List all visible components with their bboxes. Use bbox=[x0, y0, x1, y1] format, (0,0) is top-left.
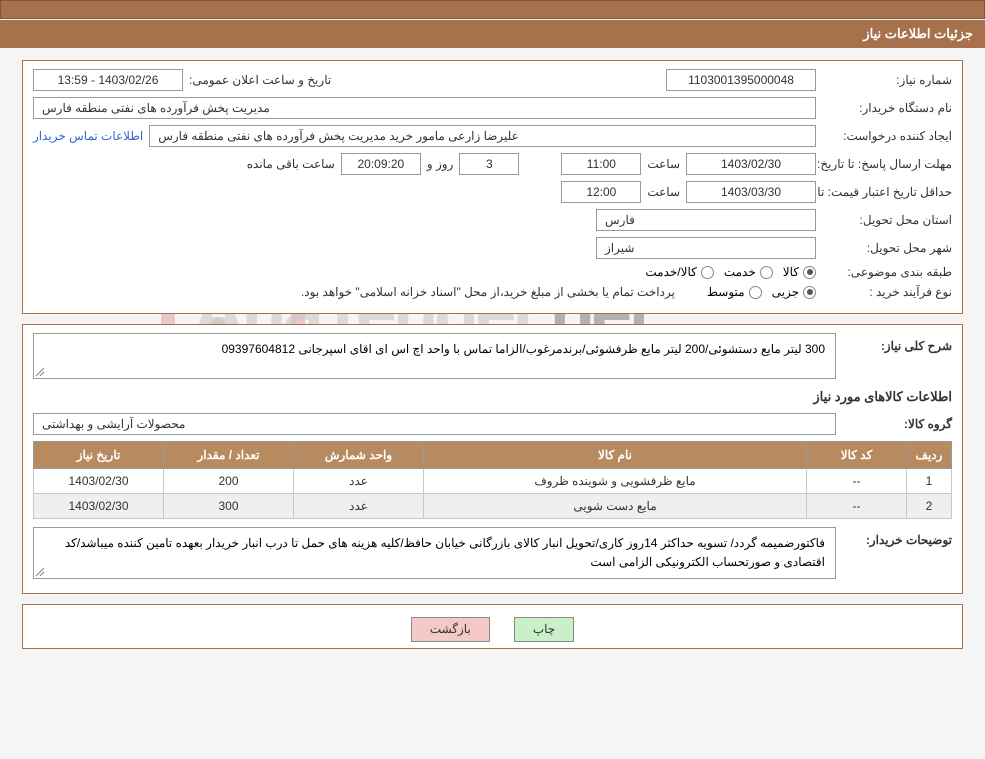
radio-goods[interactable]: کالا bbox=[783, 265, 816, 279]
cell-row: 2 bbox=[907, 494, 952, 519]
buyer-contact-link[interactable]: اطلاعات تماس خریدار bbox=[33, 129, 143, 143]
button-section: چاپ بازگشت bbox=[22, 604, 963, 649]
validity-time-value: 12:00 bbox=[561, 181, 641, 203]
col-date: تاریخ نیاز bbox=[34, 442, 164, 469]
row-category: طبقه بندی موضوعی: کالا خدمت کالا/خدمت bbox=[33, 265, 952, 279]
days-remaining-value: 3 bbox=[459, 153, 519, 175]
buyer-device-label: نام دستگاه خریدار: bbox=[822, 101, 952, 115]
payment-note: پرداخت تمام یا بخشی از مبلغ خرید،از محل … bbox=[301, 285, 675, 299]
table-header-row: ردیف کد کالا نام کالا واحد شمارش تعداد /… bbox=[34, 442, 952, 469]
cell-unit: عدد bbox=[294, 469, 424, 494]
buyer-notes-value: فاکتورضمیمه گردد/ تسویه حداکثر 14روز کار… bbox=[33, 527, 836, 579]
validity-label: حداقل تاریخ اعتبار قیمت: تا تاریخ: bbox=[822, 185, 952, 199]
process-radio-group: جزیی متوسط bbox=[707, 285, 816, 299]
radio-medium[interactable]: متوسط bbox=[707, 285, 762, 299]
col-qty: تعداد / مقدار bbox=[164, 442, 294, 469]
cell-date: 1403/02/30 bbox=[34, 469, 164, 494]
radio-goods-service[interactable]: کالا/خدمت bbox=[645, 265, 713, 279]
radio-service[interactable]: خدمت bbox=[724, 265, 773, 279]
resize-handle-icon[interactable] bbox=[36, 566, 46, 576]
table-row: 1 -- مایع ظرفشویی و شوینده ظروف عدد 200 … bbox=[34, 469, 952, 494]
deadline-time-value: 11:00 bbox=[561, 153, 641, 175]
goods-group-value: محصولات آرایشی و بهداشتی bbox=[33, 413, 836, 435]
col-code: کد کالا bbox=[807, 442, 907, 469]
city-value: شیراز bbox=[596, 237, 816, 259]
button-bar: چاپ بازگشت bbox=[29, 617, 956, 642]
radio-circle-icon bbox=[749, 286, 762, 299]
row-province: استان محل تحویل: فارس bbox=[33, 209, 952, 231]
general-desc-label: شرح کلی نیاز: bbox=[842, 333, 952, 353]
buyer-device-value: مدیریت پخش فرآورده های نفتی منطقه فارس bbox=[33, 97, 816, 119]
radio-goods-service-label: کالا/خدمت bbox=[645, 265, 696, 279]
row-deadline: مهلت ارسال پاسخ: تا تاریخ: 1403/02/30 سا… bbox=[33, 153, 952, 175]
requester-label: ایجاد کننده درخواست: bbox=[822, 129, 952, 143]
requester-value: علیرضا زارعی مامور خرید مدیریت پخش فرآور… bbox=[149, 125, 816, 147]
radio-circle-icon bbox=[803, 286, 816, 299]
col-name: نام کالا bbox=[424, 442, 807, 469]
cell-name: مایع ظرفشویی و شوینده ظروف bbox=[424, 469, 807, 494]
validity-date-value: 1403/03/30 bbox=[686, 181, 816, 203]
need-number-label: شماره نیاز: bbox=[822, 73, 952, 87]
radio-partial[interactable]: جزیی bbox=[772, 285, 816, 299]
items-table: ردیف کد کالا نام کالا واحد شمارش تعداد /… bbox=[33, 441, 952, 519]
validity-time-label: ساعت bbox=[647, 185, 680, 199]
radio-circle-icon bbox=[803, 266, 816, 279]
row-buyer-notes: توضیحات خریدار: فاکتورضمیمه گردد/ تسویه … bbox=[33, 527, 952, 579]
radio-goods-label: کالا bbox=[783, 265, 799, 279]
deadline-date-value: 1403/02/30 bbox=[686, 153, 816, 175]
cell-row: 1 bbox=[907, 469, 952, 494]
top-border-bar bbox=[0, 0, 985, 19]
row-validity: حداقل تاریخ اعتبار قیمت: تا تاریخ: 1403/… bbox=[33, 181, 952, 203]
days-and-label: روز و bbox=[427, 157, 454, 171]
col-row: ردیف bbox=[907, 442, 952, 469]
cell-name: مایع دست شویی bbox=[424, 494, 807, 519]
page-title: جزئیات اطلاعات نیاز bbox=[863, 26, 973, 41]
row-need-number: شماره نیاز: 1103001395000048 تاریخ و ساع… bbox=[33, 69, 952, 91]
radio-circle-icon bbox=[701, 266, 714, 279]
buyer-notes-label: توضیحات خریدار: bbox=[842, 527, 952, 547]
radio-partial-label: جزیی bbox=[772, 285, 799, 299]
print-button[interactable]: چاپ bbox=[514, 617, 574, 642]
radio-circle-icon bbox=[760, 266, 773, 279]
process-label: نوع فرآیند خرید : bbox=[822, 285, 952, 299]
table-row: 2 -- مایع دست شویی عدد 300 1403/02/30 bbox=[34, 494, 952, 519]
details-section: شماره نیاز: 1103001395000048 تاریخ و ساع… bbox=[22, 60, 963, 314]
row-goods-group: گروه کالا: محصولات آرایشی و بهداشتی bbox=[33, 413, 952, 435]
general-desc-value: 300 لیتر مایع دستشوئی/200 لیتر مایع ظرفش… bbox=[33, 333, 836, 379]
page-header: جزئیات اطلاعات نیاز bbox=[0, 20, 985, 48]
city-label: شهر محل تحویل: bbox=[822, 241, 952, 255]
back-button[interactable]: بازگشت bbox=[411, 617, 490, 642]
cell-unit: عدد bbox=[294, 494, 424, 519]
radio-service-label: خدمت bbox=[724, 265, 756, 279]
deadline-time-label: ساعت bbox=[647, 157, 680, 171]
category-label: طبقه بندی موضوعی: bbox=[822, 265, 952, 279]
row-city: شهر محل تحویل: شیراز bbox=[33, 237, 952, 259]
deadline-label: مهلت ارسال پاسخ: تا تاریخ: bbox=[822, 157, 952, 171]
col-unit: واحد شمارش bbox=[294, 442, 424, 469]
category-radio-group: کالا خدمت کالا/خدمت bbox=[645, 265, 816, 279]
cell-qty: 200 bbox=[164, 469, 294, 494]
row-buyer-device: نام دستگاه خریدار: مدیریت پخش فرآورده ها… bbox=[33, 97, 952, 119]
items-section: شرح کلی نیاز: 300 لیتر مایع دستشوئی/200 … bbox=[22, 324, 963, 594]
radio-medium-label: متوسط bbox=[707, 285, 745, 299]
public-announce-value: 1403/02/26 - 13:59 bbox=[33, 69, 183, 91]
need-number-value: 1103001395000048 bbox=[666, 69, 816, 91]
resize-handle-icon[interactable] bbox=[36, 366, 46, 376]
row-general-desc: شرح کلی نیاز: 300 لیتر مایع دستشوئی/200 … bbox=[33, 333, 952, 379]
cell-code: -- bbox=[807, 494, 907, 519]
public-announce-label: تاریخ و ساعت اعلان عمومی: bbox=[189, 73, 331, 87]
items-section-title: اطلاعات کالاهای مورد نیاز bbox=[33, 389, 952, 405]
row-process: نوع فرآیند خرید : جزیی متوسط پرداخت تمام… bbox=[33, 285, 952, 299]
row-requester: ایجاد کننده درخواست: علیرضا زارعی مامور … bbox=[33, 125, 952, 147]
cell-qty: 300 bbox=[164, 494, 294, 519]
countdown-value: 20:09:20 bbox=[341, 153, 421, 175]
cell-date: 1403/02/30 bbox=[34, 494, 164, 519]
remaining-label: ساعت باقی مانده bbox=[247, 157, 335, 171]
province-value: فارس bbox=[596, 209, 816, 231]
goods-group-label: گروه کالا: bbox=[842, 417, 952, 431]
cell-code: -- bbox=[807, 469, 907, 494]
province-label: استان محل تحویل: bbox=[822, 213, 952, 227]
